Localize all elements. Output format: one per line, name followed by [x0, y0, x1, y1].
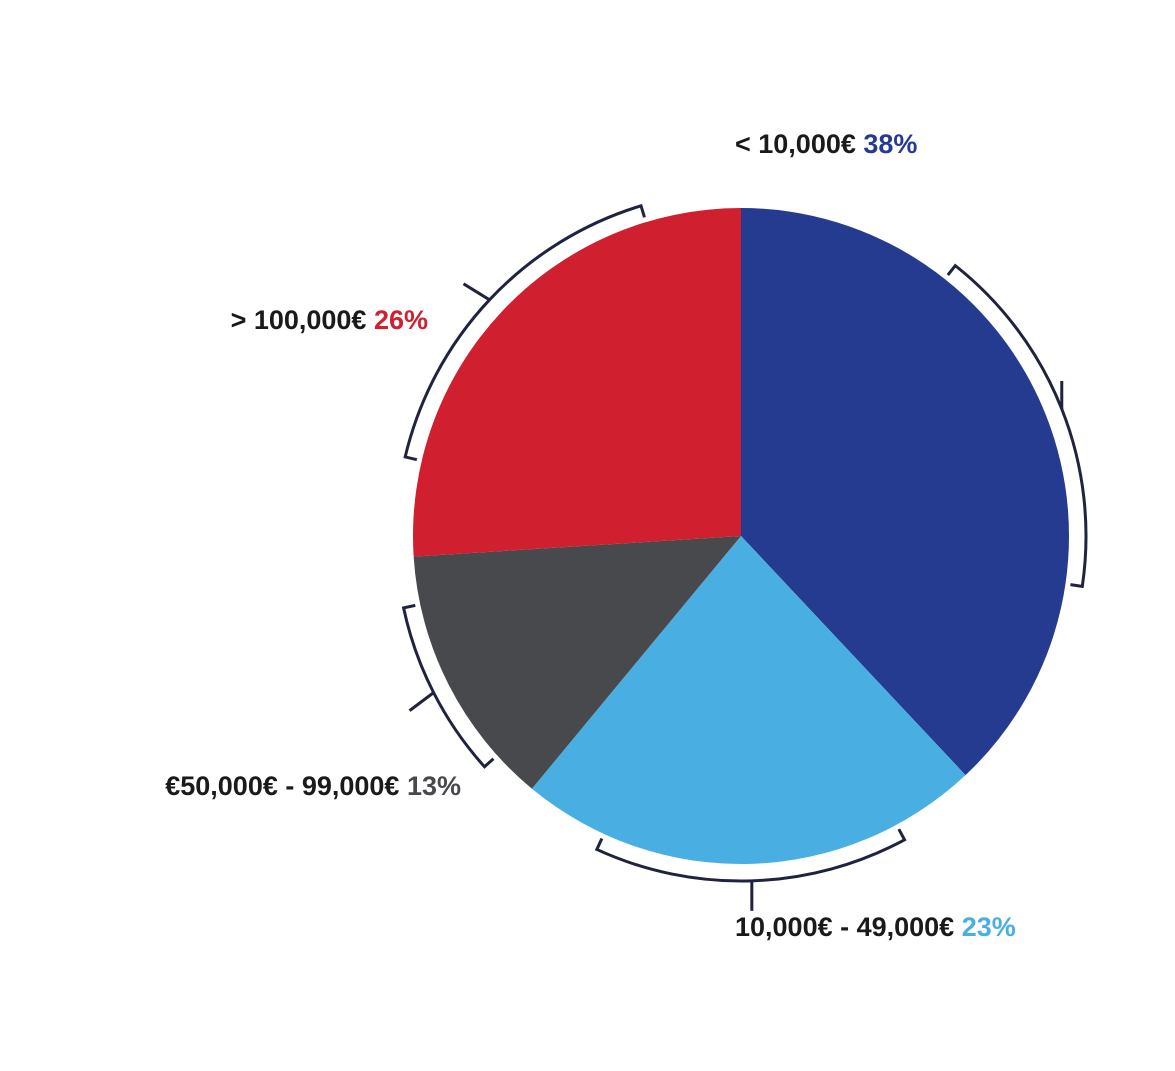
slice-percent-label: 26% [374, 305, 428, 335]
pie-slice-50000-99000 [413, 536, 741, 789]
slice-range-label: < 10,000€ [735, 129, 863, 159]
leader-line-over-100000 [462, 282, 491, 302]
bracket-10000-49000 [594, 828, 907, 883]
slice-percent-label: 38% [863, 129, 917, 159]
slice-percent-label: 13% [407, 771, 461, 801]
slice-range-label: 10,000€ - 49,000€ [735, 912, 962, 942]
pie-slice-under-10000 [741, 208, 1069, 776]
label-brackets [401, 203, 1088, 911]
slice-range-label: > 100,000€ [231, 305, 374, 335]
slice-label-under-10000: < 10,000€ 38% [735, 129, 917, 159]
leader-line-50000-99000 [408, 691, 435, 712]
slice-percent-label: 23% [962, 912, 1016, 942]
slice-label-over-100000: > 100,000€ 26% [231, 305, 428, 335]
slice-labels: < 10,000€ 38% 10,000€ - 49,000€ 23% €50,00… [165, 129, 1016, 942]
pie-slice-over-100000 [413, 208, 741, 557]
slice-label-50000-99000: €50,000€ - 99,000€ 13% [165, 771, 461, 801]
pie-slices [413, 208, 1069, 865]
slice-label-10000-49000: 10,000€ - 49,000€ 23% [735, 912, 1016, 942]
pie-slice-10000-49000 [531, 536, 966, 865]
slice-range-label: €50,000€ - 99,000€ [165, 771, 407, 801]
bracket-under-10000 [946, 263, 1088, 589]
